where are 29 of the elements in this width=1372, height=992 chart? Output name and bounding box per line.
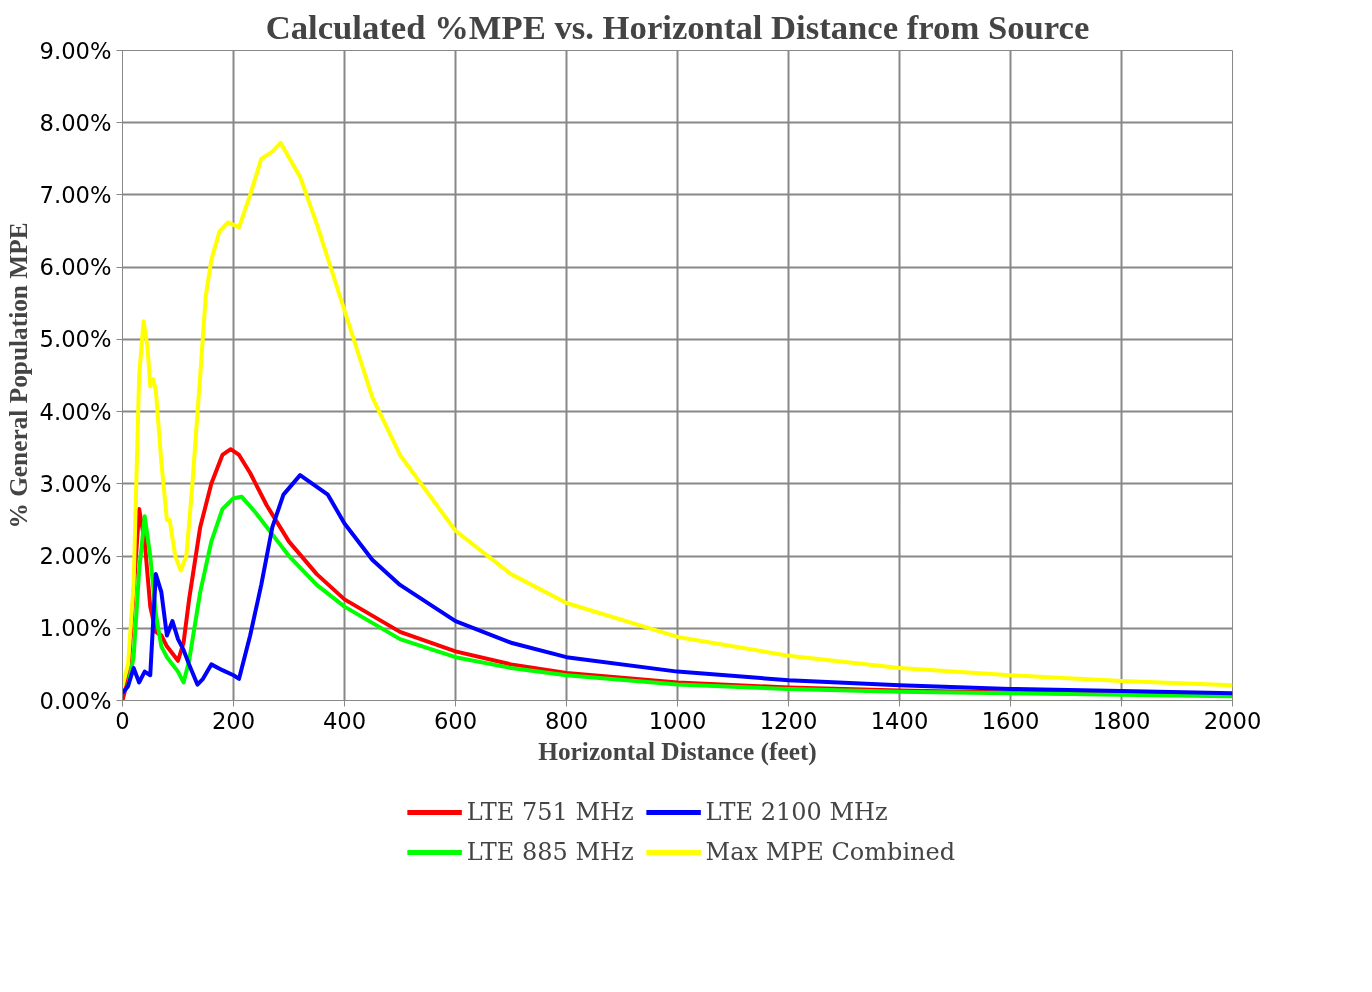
chart-title: Calculated %MPE vs. Horizontal Distance from Source <box>265 7 1090 46</box>
y-tick-label: 0.00% <box>39 687 112 714</box>
x-tick-label: 1000 <box>648 707 707 734</box>
y-tick-label: 2.00% <box>39 543 112 570</box>
legend-label: LTE 751 MHz <box>466 798 634 826</box>
x-axis-title: Horizontal Distance (feet) <box>538 736 817 766</box>
x-tick-label: 1200 <box>759 707 818 734</box>
y-tick-label: 7.00% <box>39 181 112 208</box>
y-tick-label: 3.00% <box>39 470 112 497</box>
x-tick-label: 600 <box>433 707 478 734</box>
legend-label: LTE 885 MHz <box>466 838 634 866</box>
y-tick-label: 8.00% <box>39 109 112 136</box>
legend-label: LTE 2100 MHz <box>705 798 888 826</box>
x-tick-label: 800 <box>544 707 589 734</box>
x-tick-label: 0 <box>115 707 130 734</box>
x-tick-label: 1400 <box>870 707 929 734</box>
y-axis-title: % General Population MPE <box>3 222 32 529</box>
y-tick-label: 5.00% <box>39 326 112 353</box>
legend-label: Max MPE Combined <box>705 838 956 866</box>
y-tick-label: 4.00% <box>39 398 112 425</box>
x-tick-label: 2000 <box>1203 707 1262 734</box>
y-tick-label: 9.00% <box>39 37 112 64</box>
x-tick-label: 1600 <box>981 707 1040 734</box>
x-tick-label: 400 <box>322 707 367 734</box>
line-series <box>122 140 1233 689</box>
y-tick-label: 6.00% <box>39 254 112 281</box>
x-tick-label: 200 <box>211 707 256 734</box>
x-tick-label: 1800 <box>1092 707 1151 734</box>
y-tick-label: 1.00% <box>39 615 112 642</box>
